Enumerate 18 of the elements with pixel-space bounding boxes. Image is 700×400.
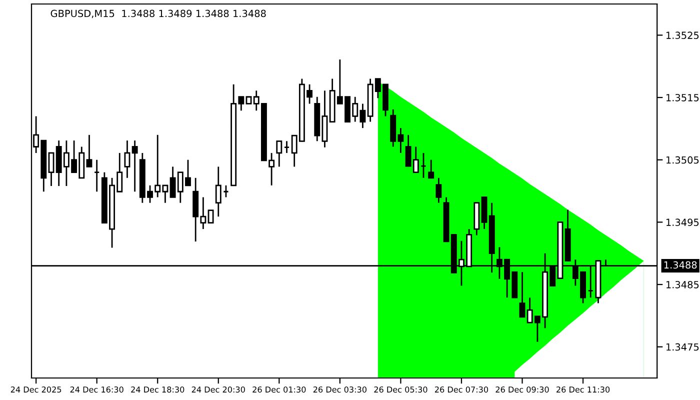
x-tick-label: 26 Dec 07:30 — [434, 386, 488, 393]
ref-line-label: 1.3488 — [664, 261, 697, 269]
y-tick-label: 1.3515 — [666, 94, 699, 102]
x-tick-label: 26 Dec 09:30 — [496, 386, 549, 393]
x-tick-label: 26 Dec 05:30 — [374, 386, 428, 393]
y-tick-label: 1.3485 — [666, 280, 699, 288]
x-tick-label: 24 Dec 16:30 — [70, 386, 124, 393]
x-tick-label: 26 Dec 11:30 — [556, 386, 610, 393]
x-tick-label: 24 Dec 2025 — [10, 386, 62, 393]
x-tick-label: 24 Dec 18:30 — [131, 386, 184, 393]
y-tick-label: 1.3525 — [666, 32, 699, 39]
y-tick-label: 1.3495 — [666, 218, 699, 226]
x-tick-label: 24 Dec 20:30 — [192, 386, 245, 393]
x-tick-label: 26 Dec 01:30 — [252, 386, 306, 393]
y-tick-label: 1.3475 — [666, 343, 699, 351]
y-tick-label: 1.3505 — [666, 156, 699, 164]
x-tick-label: 26 Dec 03:30 — [313, 386, 366, 393]
text: GBPUSD,M15 1.3488 1.3489 1.3488 1.3488 — [50, 10, 266, 18]
